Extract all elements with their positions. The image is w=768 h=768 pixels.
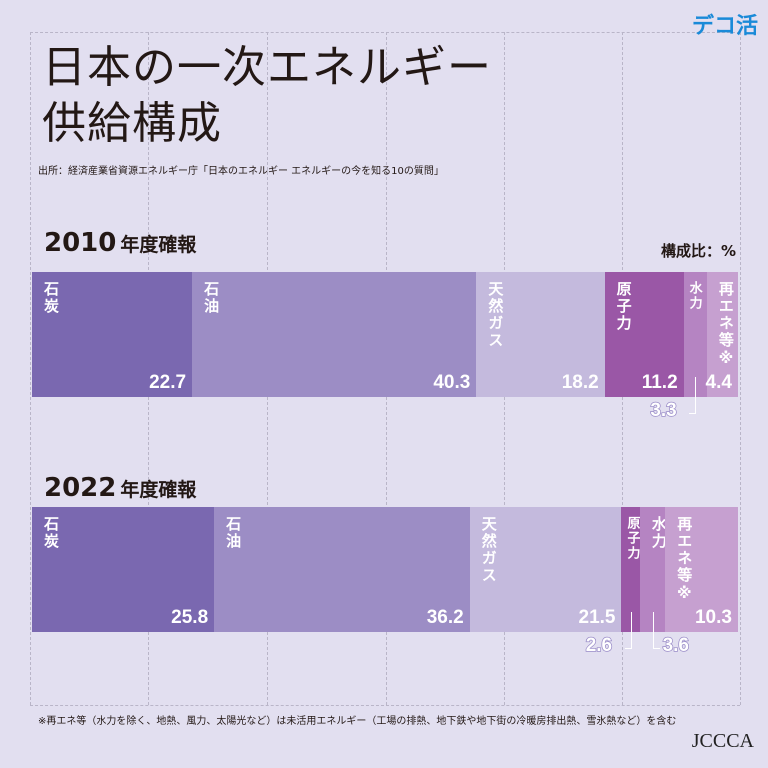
year: 2010 (44, 228, 117, 258)
bar-2022: 石炭 25.8 石油 36.2 天然ガス 21.5 原子力 水力 再エネ等※ 10.3 (32, 507, 738, 632)
year-suffix: 年度確報 (120, 234, 197, 256)
value-label: 40.3 (433, 372, 471, 393)
value-label: 4.4 (705, 372, 732, 393)
leader-line (624, 612, 632, 649)
segment-label: 原子力 (614, 281, 633, 332)
bar-segment: 石炭 22.7 (32, 272, 193, 397)
value-label: 36.2 (426, 607, 464, 628)
title-line-2: 供給構成 (42, 98, 222, 149)
bar-segment: 石油 40.3 (192, 272, 477, 397)
title-line-1: 日本の一次エネルギー (42, 42, 492, 93)
grid-line (30, 32, 31, 705)
bar-segment: 再エネ等※ 4.4 (705, 272, 738, 397)
grid-line (30, 32, 740, 33)
segment-label: 天然ガス (486, 281, 505, 349)
value-label: 3.6 (662, 634, 690, 657)
bar-segment: 原子力 11.2 (604, 272, 684, 397)
leader-line (689, 377, 697, 414)
segment-label: 水力 (649, 516, 668, 550)
segment-label: 石炭 (42, 281, 60, 315)
grid-line (740, 32, 741, 705)
segment-label: 水力 (686, 281, 702, 311)
bar-segment: 水力 (683, 272, 707, 397)
value-label: 3.3 (650, 399, 678, 422)
bar-2010: 石炭 22.7 石油 40.3 天然ガス 18.2 原子力 11.2 水力 再エネ等※ 4.4 (32, 272, 738, 397)
segment-label: 再エネ等※ (716, 281, 735, 369)
year-heading-2022: 2022 年度確報 (44, 473, 196, 503)
segment-label: 原子力 (624, 516, 640, 561)
decokatsu-logo: デコ活 (691, 14, 758, 39)
source-text: 出所：経済産業省資源エネルギー庁「日本のエネルギー エネルギーの今を知る10の質… (38, 166, 444, 177)
page-title: 日本の一次エネルギー 供給構成 (42, 40, 492, 152)
bar-segment: 原子力 (621, 507, 640, 632)
value-label: 2.6 (585, 634, 613, 657)
segment-label: 再エネ等※ (675, 516, 694, 604)
year-suffix: 年度確報 (120, 479, 197, 501)
footnote: ※再エネ等（水力を除く、地熱、風力、太陽光など）は未活用エネルギー（工場の排熱、… (38, 716, 677, 727)
value-label: 25.8 (171, 607, 209, 628)
value-label: 22.7 (149, 372, 187, 393)
bar-segment: 石炭 25.8 (32, 507, 215, 632)
value-label: 18.2 (561, 372, 599, 393)
segment-label: 石炭 (42, 516, 60, 550)
bar-segment: 再エネ等※ 10.3 (665, 507, 738, 632)
jccca-logo: JCCCA (691, 730, 754, 752)
value-label: 11.2 (641, 372, 678, 393)
bar-segment: 天然ガス 21.5 (469, 507, 622, 632)
segment-label: 石油 (202, 281, 221, 315)
segment-label: 石油 (224, 516, 243, 550)
grid-line (30, 705, 740, 706)
bar-segment: 石油 36.2 (214, 507, 470, 632)
segment-label: 天然ガス (479, 516, 498, 584)
year-heading-2010: 2010 年度確報 (44, 228, 196, 258)
value-label: 21.5 (578, 607, 616, 628)
value-label: 10.3 (694, 607, 732, 628)
year: 2022 (44, 473, 117, 503)
bar-segment: 天然ガス 18.2 (476, 272, 605, 397)
bar-segment: 水力 (639, 507, 668, 632)
leader-line (652, 612, 660, 649)
unit-label: 構成比：% (660, 242, 736, 260)
